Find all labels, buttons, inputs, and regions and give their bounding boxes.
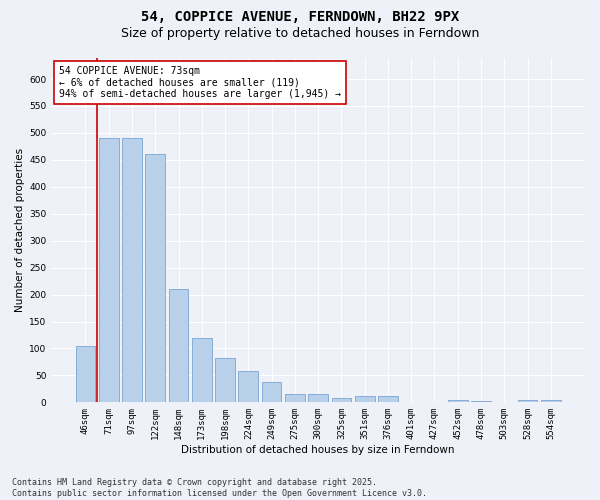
- Bar: [448, 400, 467, 402]
- Bar: [76, 346, 95, 403]
- Text: Contains HM Land Registry data © Crown copyright and database right 2025.
Contai: Contains HM Land Registry data © Crown c…: [12, 478, 427, 498]
- Bar: [378, 396, 398, 402]
- Bar: [332, 398, 352, 402]
- Bar: [541, 400, 561, 402]
- Y-axis label: Number of detached properties: Number of detached properties: [15, 148, 25, 312]
- Text: 54 COPPICE AVENUE: 73sqm
← 6% of detached houses are smaller (119)
94% of semi-d: 54 COPPICE AVENUE: 73sqm ← 6% of detache…: [59, 66, 341, 100]
- X-axis label: Distribution of detached houses by size in Ferndown: Distribution of detached houses by size …: [181, 445, 455, 455]
- Text: 54, COPPICE AVENUE, FERNDOWN, BH22 9PX: 54, COPPICE AVENUE, FERNDOWN, BH22 9PX: [141, 10, 459, 24]
- Bar: [355, 396, 374, 402]
- Text: Size of property relative to detached houses in Ferndown: Size of property relative to detached ho…: [121, 28, 479, 40]
- Bar: [192, 338, 212, 402]
- Bar: [518, 400, 538, 402]
- Bar: [285, 394, 305, 402]
- Bar: [238, 371, 258, 402]
- Bar: [122, 138, 142, 402]
- Bar: [145, 154, 165, 402]
- Bar: [169, 289, 188, 403]
- Bar: [99, 138, 119, 402]
- Bar: [215, 358, 235, 403]
- Bar: [262, 382, 281, 402]
- Bar: [308, 394, 328, 402]
